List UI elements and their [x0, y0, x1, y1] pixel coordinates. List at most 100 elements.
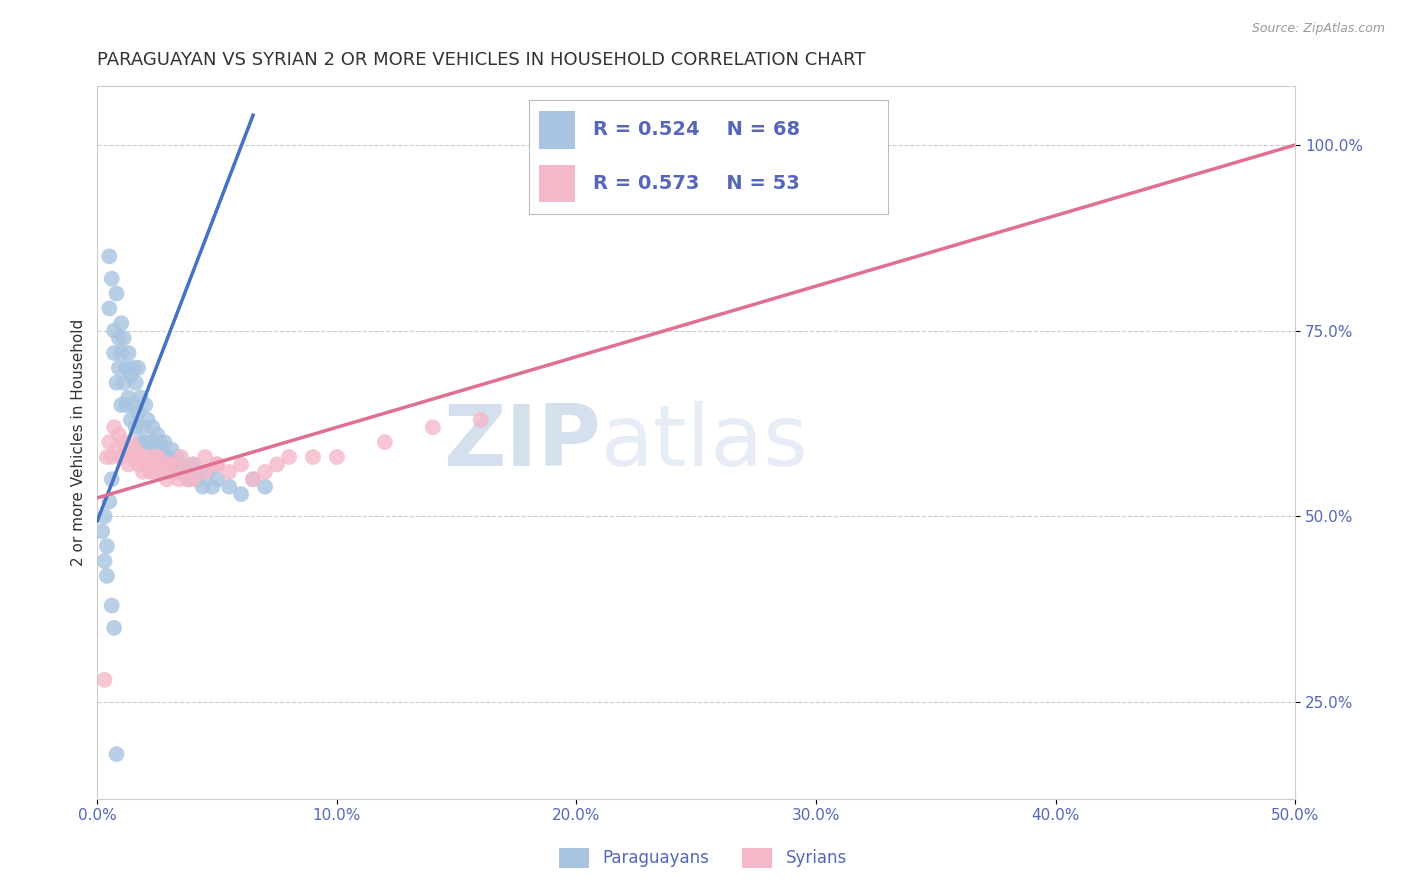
- Point: [139, 465, 162, 479]
- Point: [129, 435, 152, 450]
- Point: [177, 472, 200, 486]
- Point: [150, 465, 173, 479]
- Point: [120, 435, 142, 450]
- Point: [229, 487, 252, 501]
- Point: [278, 450, 301, 464]
- Point: [165, 450, 187, 464]
- Point: [218, 480, 240, 494]
- Point: [146, 450, 169, 464]
- Point: [141, 420, 163, 434]
- Point: [105, 286, 128, 301]
- Point: [120, 413, 142, 427]
- Point: [93, 509, 115, 524]
- Point: [105, 747, 128, 761]
- Point: [242, 472, 264, 486]
- Point: [110, 346, 132, 360]
- Point: [134, 435, 156, 450]
- Point: [115, 442, 138, 457]
- Point: [105, 442, 128, 457]
- Point: [98, 249, 121, 263]
- Point: [242, 472, 264, 486]
- Point: [129, 391, 152, 405]
- Point: [110, 450, 132, 464]
- Point: [141, 458, 163, 472]
- Point: [181, 458, 204, 472]
- Point: [302, 450, 325, 464]
- Point: [96, 539, 118, 553]
- Point: [150, 442, 173, 457]
- Point: [110, 316, 132, 330]
- Point: [122, 360, 145, 375]
- Point: [117, 391, 139, 405]
- Point: [127, 360, 149, 375]
- Point: [470, 413, 492, 427]
- Point: [105, 376, 128, 390]
- Point: [103, 621, 125, 635]
- Point: [125, 420, 148, 434]
- Point: [143, 465, 166, 479]
- Point: [374, 435, 396, 450]
- Point: [167, 465, 190, 479]
- Point: [205, 472, 228, 486]
- Point: [103, 324, 125, 338]
- Point: [132, 465, 155, 479]
- Point: [187, 472, 209, 486]
- Point: [112, 435, 135, 450]
- Point: [160, 442, 183, 457]
- Point: [96, 450, 118, 464]
- Point: [254, 480, 277, 494]
- Point: [326, 450, 349, 464]
- Text: PARAGUAYAN VS SYRIAN 2 OR MORE VEHICLES IN HOUSEHOLD CORRELATION CHART: PARAGUAYAN VS SYRIAN 2 OR MORE VEHICLES …: [97, 51, 866, 69]
- Point: [98, 435, 121, 450]
- Text: ZIP: ZIP: [443, 401, 600, 483]
- Point: [110, 398, 132, 412]
- Text: atlas: atlas: [600, 401, 808, 483]
- Point: [136, 450, 159, 464]
- Point: [153, 435, 176, 450]
- Point: [117, 458, 139, 472]
- Point: [132, 420, 155, 434]
- Point: [173, 465, 195, 479]
- Point: [100, 450, 122, 464]
- Point: [91, 524, 114, 539]
- Point: [98, 301, 121, 316]
- Point: [108, 331, 131, 345]
- Point: [120, 368, 142, 383]
- Point: [733, 138, 755, 153]
- Point: [149, 458, 172, 472]
- Point: [157, 458, 180, 472]
- Point: [177, 472, 200, 486]
- Point: [117, 346, 139, 360]
- Point: [191, 480, 214, 494]
- Point: [100, 271, 122, 285]
- Point: [134, 398, 156, 412]
- Point: [153, 458, 176, 472]
- Point: [93, 673, 115, 687]
- Point: [149, 435, 172, 450]
- Point: [129, 450, 152, 464]
- Point: [136, 413, 159, 427]
- Point: [422, 420, 444, 434]
- Point: [103, 420, 125, 434]
- Point: [115, 398, 138, 412]
- Point: [266, 458, 288, 472]
- Point: [163, 458, 186, 472]
- Point: [112, 331, 135, 345]
- Point: [98, 494, 121, 508]
- Point: [254, 465, 277, 479]
- Point: [146, 450, 169, 464]
- Point: [93, 554, 115, 568]
- Legend: Paraguayans, Syrians: Paraguayans, Syrians: [553, 841, 853, 875]
- Point: [157, 458, 180, 472]
- Point: [170, 458, 193, 472]
- Point: [205, 458, 228, 472]
- Point: [108, 427, 131, 442]
- Point: [134, 458, 156, 472]
- Point: [156, 450, 179, 464]
- Point: [181, 458, 204, 472]
- Point: [173, 465, 195, 479]
- Point: [163, 458, 186, 472]
- Text: Source: ZipAtlas.com: Source: ZipAtlas.com: [1251, 22, 1385, 36]
- Y-axis label: 2 or more Vehicles in Household: 2 or more Vehicles in Household: [72, 318, 86, 566]
- Point: [218, 465, 240, 479]
